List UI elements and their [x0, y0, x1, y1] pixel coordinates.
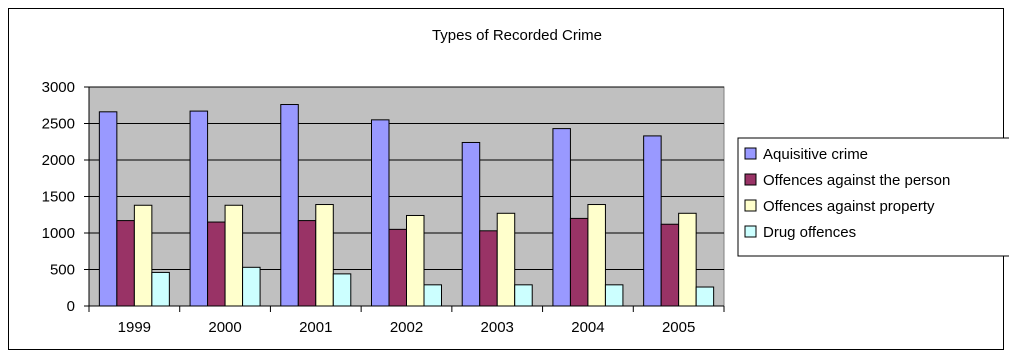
legend-label: Drug offences	[763, 224, 856, 241]
x-tick-label: 2001	[299, 319, 332, 336]
bar	[98, 111, 118, 307]
y-tick-label: 1500	[42, 189, 75, 206]
bar	[496, 212, 516, 307]
chart-title: Types of Recorded Crime	[432, 27, 602, 44]
x-tick-label: 2000	[208, 319, 241, 336]
bar	[569, 217, 589, 307]
legend-box	[737, 137, 1009, 257]
bar	[587, 204, 606, 307]
bar	[695, 286, 715, 307]
bar	[242, 266, 261, 307]
y-tick-label: 1000	[42, 225, 75, 242]
bar	[315, 204, 334, 307]
bar	[297, 220, 317, 307]
x-tick-label: 2005	[662, 319, 695, 336]
bar	[604, 284, 624, 307]
bar	[207, 221, 226, 307]
legend-swatch	[744, 147, 757, 160]
bar	[552, 128, 571, 307]
bar	[388, 228, 407, 307]
bar	[224, 204, 244, 307]
bar	[643, 135, 662, 307]
bar	[514, 284, 533, 307]
x-tick-label: 2004	[571, 319, 604, 336]
legend-swatch	[744, 199, 757, 212]
legend-label: Offences against property	[763, 198, 935, 215]
y-tick-label: 2000	[42, 152, 75, 169]
bar	[189, 110, 209, 307]
plot-area: 0 500 1000 1500 2000 2500 3000 1999 2000 2001 2002…	[42, 79, 725, 336]
bar	[280, 104, 299, 307]
x-tick-label: 1999	[118, 319, 151, 336]
bar	[406, 214, 425, 307]
bar	[461, 141, 481, 307]
bar	[332, 273, 352, 307]
legend-swatch	[744, 173, 757, 186]
bar	[479, 230, 498, 307]
x-tick-label: 2003	[481, 319, 514, 336]
bar	[660, 223, 680, 307]
y-tick-label: 500	[50, 262, 75, 279]
y-tick-label: 3000	[42, 79, 75, 96]
legend-label: Offences against the person	[763, 172, 950, 189]
bar	[116, 220, 135, 307]
y-tick-label: 0	[67, 298, 75, 315]
bar	[133, 204, 153, 307]
x-tick-label: 2002	[390, 319, 423, 336]
bar	[371, 119, 390, 307]
legend-swatch	[744, 225, 757, 238]
bar	[151, 271, 170, 307]
legend-label: Aquisitive crime	[763, 146, 868, 163]
bar	[678, 212, 697, 307]
y-tick-label: 2500	[42, 116, 75, 133]
bar	[423, 284, 442, 307]
legend: Aquisitive crime Offences against the per…	[737, 137, 1009, 257]
